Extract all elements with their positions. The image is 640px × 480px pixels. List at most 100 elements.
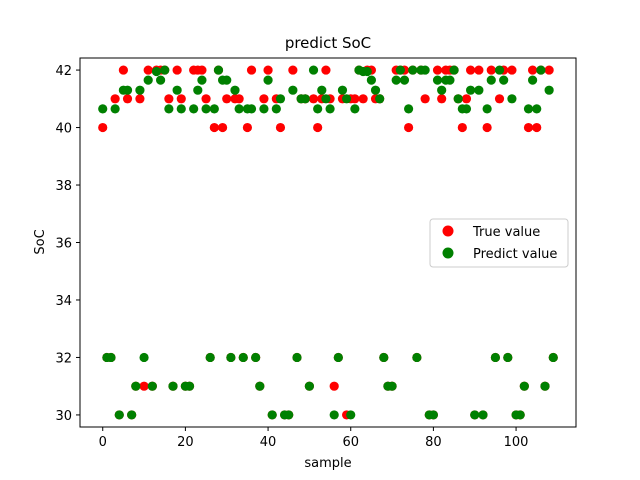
predict-value-point bbox=[519, 381, 529, 391]
true-value-point bbox=[143, 65, 153, 75]
true-value-point bbox=[461, 94, 472, 104]
legend-marker-true-value bbox=[442, 225, 454, 237]
true-value-point bbox=[528, 65, 538, 75]
x-tick-label: 20 bbox=[177, 435, 194, 450]
predict-value-point bbox=[503, 352, 513, 363]
predict-value-point bbox=[321, 94, 331, 104]
predict-value-point bbox=[151, 66, 162, 77]
x-tick-label: 60 bbox=[342, 435, 359, 450]
predict-value-point bbox=[399, 75, 410, 85]
predict-value-point bbox=[209, 104, 219, 114]
predict-value-point bbox=[490, 352, 500, 363]
predict-value-point bbox=[246, 104, 257, 114]
predict-value-point bbox=[122, 85, 133, 95]
predict-value-point bbox=[428, 410, 438, 420]
legend-label-true-value: True value bbox=[472, 225, 540, 240]
predict-value-point bbox=[164, 104, 174, 114]
predict-value-point bbox=[267, 410, 277, 420]
predict-value-point bbox=[540, 381, 550, 391]
true-value-point bbox=[313, 122, 323, 133]
true-value-point bbox=[222, 94, 232, 104]
x-axis-ticks: 0 20 40 60 80 100 bbox=[99, 427, 528, 450]
predict-value-point bbox=[536, 65, 546, 75]
predict-value-point bbox=[408, 65, 418, 75]
true-value-point bbox=[350, 94, 360, 104]
x-tick-label: 80 bbox=[425, 435, 442, 450]
predict-value-point bbox=[226, 352, 236, 363]
predict-value-point bbox=[528, 75, 538, 85]
true-value-point bbox=[544, 65, 554, 75]
predict-value-point bbox=[110, 104, 120, 114]
predict-value-point bbox=[420, 65, 430, 75]
y-tick-label: 30 bbox=[55, 409, 72, 424]
true-value-point bbox=[507, 65, 517, 75]
predict-value-point bbox=[168, 381, 178, 391]
predict-value-point bbox=[222, 75, 232, 85]
predict-value-point bbox=[143, 75, 153, 85]
predict-value-point bbox=[478, 410, 488, 420]
true-value-point bbox=[176, 94, 186, 104]
y-tick-label: 38 bbox=[55, 179, 72, 194]
true-value-point bbox=[486, 65, 496, 75]
predict-value-point bbox=[366, 75, 376, 85]
predict-value-point bbox=[317, 85, 327, 95]
predict-value-point bbox=[234, 104, 244, 114]
predict-value-point bbox=[255, 381, 265, 391]
predict-value-point bbox=[288, 85, 298, 95]
predict-value-point bbox=[160, 65, 170, 75]
predict-value-point bbox=[461, 104, 472, 114]
x-axis-label: sample bbox=[304, 456, 351, 471]
predict-value-point bbox=[532, 104, 542, 114]
predict-value-point bbox=[131, 381, 141, 391]
true-value-point bbox=[263, 65, 273, 75]
predict-value-point bbox=[201, 104, 211, 114]
true-value-point bbox=[98, 122, 108, 133]
predict-value-point bbox=[275, 94, 286, 104]
predict-value-point bbox=[304, 381, 314, 391]
legend: True value Predict value bbox=[429, 218, 569, 268]
predict-value-point bbox=[523, 104, 534, 114]
true-value-point bbox=[494, 94, 505, 104]
true-value-point bbox=[164, 94, 174, 104]
predict-value-point bbox=[333, 352, 343, 363]
predict-value-point bbox=[379, 352, 389, 363]
predict-value-point bbox=[176, 104, 186, 114]
true-value-point bbox=[218, 122, 228, 133]
predict-value-point bbox=[449, 65, 459, 75]
true-value-point bbox=[404, 122, 414, 133]
predict-value-point bbox=[271, 104, 281, 114]
predict-value-point bbox=[205, 352, 215, 363]
true-value-point bbox=[135, 94, 145, 104]
predict-value-point bbox=[156, 75, 166, 85]
true-value-point bbox=[329, 381, 339, 391]
true-value-point bbox=[358, 94, 368, 104]
predict-value-point bbox=[404, 104, 414, 114]
predict-value-point bbox=[251, 352, 261, 363]
legend-box bbox=[429, 218, 569, 268]
predict-value-point bbox=[106, 352, 116, 363]
predict-value-point bbox=[375, 94, 385, 104]
predict-value-point bbox=[370, 85, 381, 95]
predict-value-point bbox=[470, 410, 480, 420]
x-tick-label: 0 bbox=[99, 435, 107, 450]
predict-value-point bbox=[548, 352, 558, 363]
predict-value-point bbox=[147, 381, 157, 391]
predict-value-point bbox=[515, 410, 525, 420]
true-value-point bbox=[201, 94, 211, 104]
true-value-point bbox=[197, 65, 207, 75]
predict-value-point bbox=[213, 65, 224, 75]
true-value-point bbox=[122, 94, 133, 104]
true-value-point bbox=[172, 65, 182, 75]
predict-value-point bbox=[193, 85, 203, 95]
predict-value-point bbox=[127, 410, 137, 420]
plot-points bbox=[98, 65, 558, 420]
predict-value-point bbox=[486, 75, 496, 85]
y-axis-label: SoC bbox=[33, 229, 48, 254]
true-value-point bbox=[466, 65, 476, 75]
predict-value-point bbox=[230, 85, 240, 95]
predict-value-point bbox=[300, 94, 310, 104]
predict-value-point bbox=[544, 85, 554, 95]
predict-value-point bbox=[350, 104, 360, 114]
predict-value-point bbox=[308, 65, 319, 75]
